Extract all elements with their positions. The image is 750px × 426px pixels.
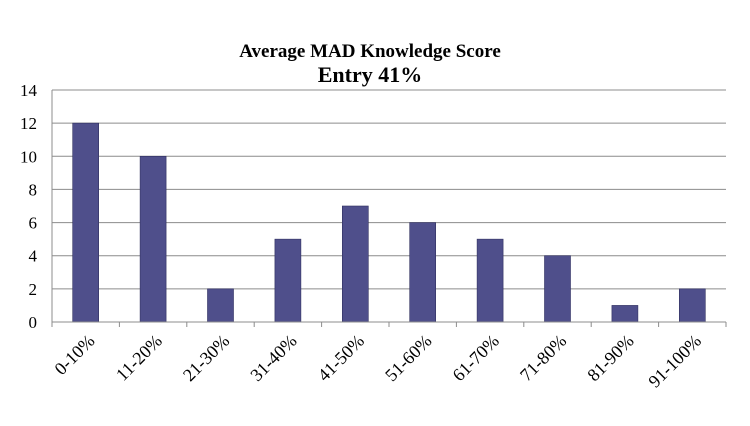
y-tick-labels: 0 2 4 6 8 10 12 14 (20, 81, 38, 332)
x-tick-label: 21-30% (179, 331, 233, 385)
x-tick-label: 51-60% (381, 331, 435, 385)
x-tick-label: 41-50% (314, 331, 368, 385)
y-tick-label: 4 (29, 247, 38, 266)
bar (207, 288, 234, 323)
x-tick-label: 81-90% (583, 331, 637, 385)
bar (72, 122, 99, 323)
chart-title: Average MAD Knowledge Score (239, 41, 501, 62)
y-tick-label: 8 (29, 180, 38, 199)
bars (72, 122, 706, 323)
y-tick-label: 6 (29, 214, 38, 233)
y-tick-label: 0 (29, 313, 38, 332)
chart-subtitle: Entry 41% (318, 62, 423, 87)
bar (544, 255, 571, 323)
y-tick-label: 2 (29, 280, 38, 299)
bar (274, 238, 302, 323)
axes (51, 90, 727, 327)
y-tick-label: 14 (20, 81, 38, 100)
bar (139, 155, 167, 323)
bar (476, 238, 504, 323)
bar (611, 305, 639, 323)
bar (409, 222, 437, 323)
x-tick-label: 61-70% (448, 331, 502, 385)
x-tick-label: 0-10% (50, 331, 98, 379)
y-tick-label: 10 (20, 147, 37, 166)
x-tick-label: 31-40% (246, 331, 300, 385)
x-tick-labels: 0-10% 11-20% 21-30% 31-40% 41-50% 51-60% 61-70… (50, 331, 705, 392)
bar (678, 288, 706, 323)
x-tick-label: 11-20% (112, 331, 166, 385)
bar (341, 205, 369, 323)
x-tick-label: 71-80% (516, 331, 570, 385)
y-tick-label: 12 (20, 114, 37, 133)
x-tick-label: 91-100% (644, 331, 705, 392)
